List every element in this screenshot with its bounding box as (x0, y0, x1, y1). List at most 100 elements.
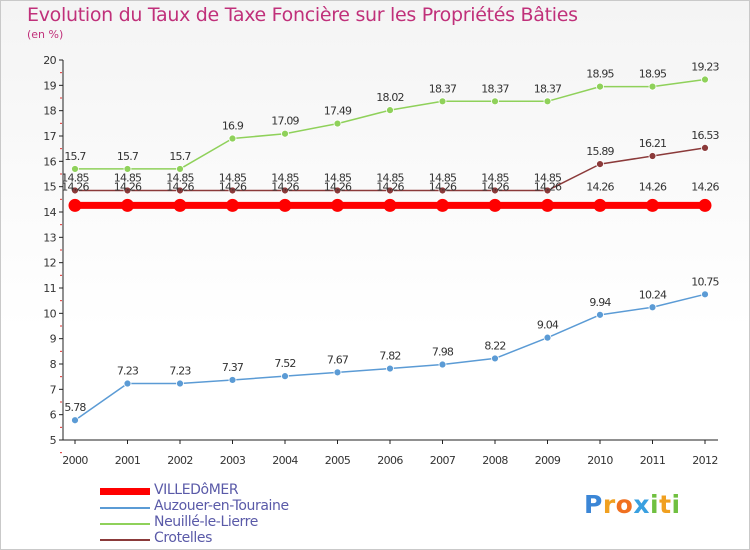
data-point (593, 198, 607, 212)
data-label: 5.78 (64, 401, 86, 414)
x-tick-label: 2005 (325, 454, 351, 467)
y-tick-label: 19 (43, 79, 56, 92)
chart-title: Evolution du Taux de Taxe Foncière sur l… (27, 4, 578, 26)
data-label: 17.49 (324, 105, 352, 118)
x-tick-label: 2003 (220, 454, 246, 467)
data-point (278, 198, 292, 212)
data-point (333, 186, 342, 195)
data-label: 14.26 (271, 180, 299, 193)
data-point (383, 198, 397, 212)
x-tick-label: 2008 (482, 454, 508, 467)
y-tick-label: 5 (50, 434, 57, 447)
data-label: 7.23 (117, 365, 139, 378)
data-point (71, 416, 79, 425)
data-label: 14.26 (691, 180, 719, 193)
data-label: 18.95 (639, 68, 667, 81)
data-label: 14.85 (219, 171, 247, 184)
data-label: 14.85 (376, 171, 404, 184)
data-label: 14.26 (324, 180, 352, 193)
data-label: 9.94 (589, 296, 611, 309)
data-point (596, 160, 604, 169)
legend-item[interactable]: VILLEDôMER (100, 482, 360, 500)
y-tick-label: 20 (43, 54, 56, 67)
data-label: 18.37 (429, 82, 457, 95)
data-label: 10.24 (639, 288, 667, 301)
y-tick-label: 10 (43, 307, 56, 320)
data-label: 14.26 (219, 180, 247, 193)
data-label: 9.04 (537, 319, 559, 332)
data-label: 14.26 (376, 180, 404, 193)
data-label: 14.85 (114, 171, 142, 184)
data-label: 14.85 (481, 171, 509, 184)
data-label: 14.85 (534, 171, 562, 184)
x-tick-label: 2000 (62, 454, 88, 467)
y-tick-label: 11 (43, 282, 56, 295)
data-point (436, 198, 449, 212)
x-tick-label: 2006 (377, 454, 403, 467)
data-point (491, 97, 499, 106)
legend-swatch (100, 539, 150, 541)
data-point (701, 75, 709, 84)
data-point (331, 198, 344, 212)
data-label: 14.26 (534, 180, 562, 193)
data-point (648, 303, 657, 312)
data-point (491, 354, 499, 363)
legend-item[interactable]: Neuillé-le-Lierre (100, 514, 360, 532)
data-label: 15.89 (586, 145, 614, 158)
data-label: 7.82 (379, 350, 400, 363)
data-label: 7.98 (432, 346, 454, 359)
series-2 (71, 290, 709, 425)
y-tick-label: 6 (50, 409, 57, 422)
y-tick-label: 14 (43, 206, 56, 219)
data-point (123, 165, 132, 173)
y-tick-label: 13 (43, 231, 56, 244)
data-point (438, 97, 447, 106)
data-label: 14.85 (61, 171, 89, 184)
data-point (438, 360, 447, 369)
data-label: 18.37 (534, 82, 562, 95)
y-tick-label: 12 (43, 257, 56, 270)
x-tick-label: 2010 (587, 454, 613, 467)
unit-label: (en %) (27, 28, 64, 41)
data-point (333, 368, 342, 377)
data-point (71, 186, 79, 195)
y-tick-label: 8 (50, 358, 57, 371)
logo-letter: t (659, 490, 672, 519)
legend-label: VILLEDôMER (154, 482, 239, 498)
data-label: 18.02 (376, 91, 404, 104)
data-label: 15.7 (117, 150, 139, 163)
x-tick-label: 2012 (692, 454, 718, 467)
legend-label: Crotelles (154, 530, 212, 546)
legend-item[interactable]: Crotelles (100, 530, 360, 548)
data-point (176, 165, 184, 173)
y-tick-label: 7 (50, 383, 57, 396)
data-label: 14.85 (271, 171, 299, 184)
y-tick-label: 18 (43, 105, 56, 118)
data-label: 15.7 (169, 150, 191, 163)
data-point (71, 165, 79, 173)
data-point (123, 379, 132, 388)
data-point (701, 144, 709, 152)
legend-swatch (100, 523, 150, 525)
data-point (123, 186, 132, 195)
legend-item[interactable]: Auzouer-en-Touraine (100, 498, 360, 516)
data-point (386, 186, 394, 195)
legend-label: Auzouer-en-Touraine (154, 498, 289, 514)
logo-letter: i (650, 490, 660, 519)
data-label: 14.26 (61, 180, 89, 193)
data-label: 14.85 (166, 171, 194, 184)
data-point (173, 198, 187, 212)
series-1 (68, 198, 712, 212)
data-label: 14.26 (639, 180, 667, 193)
legend-swatch (100, 507, 150, 509)
data-label: 16.21 (639, 137, 667, 150)
y-tick-label: 17 (43, 130, 56, 143)
data-point (543, 97, 552, 106)
data-label: 17.09 (271, 115, 299, 128)
data-point (648, 152, 657, 160)
data-label: 14.26 (429, 180, 457, 193)
series-4 (71, 144, 709, 195)
data-point (701, 290, 709, 299)
data-label: 14.26 (481, 180, 509, 193)
